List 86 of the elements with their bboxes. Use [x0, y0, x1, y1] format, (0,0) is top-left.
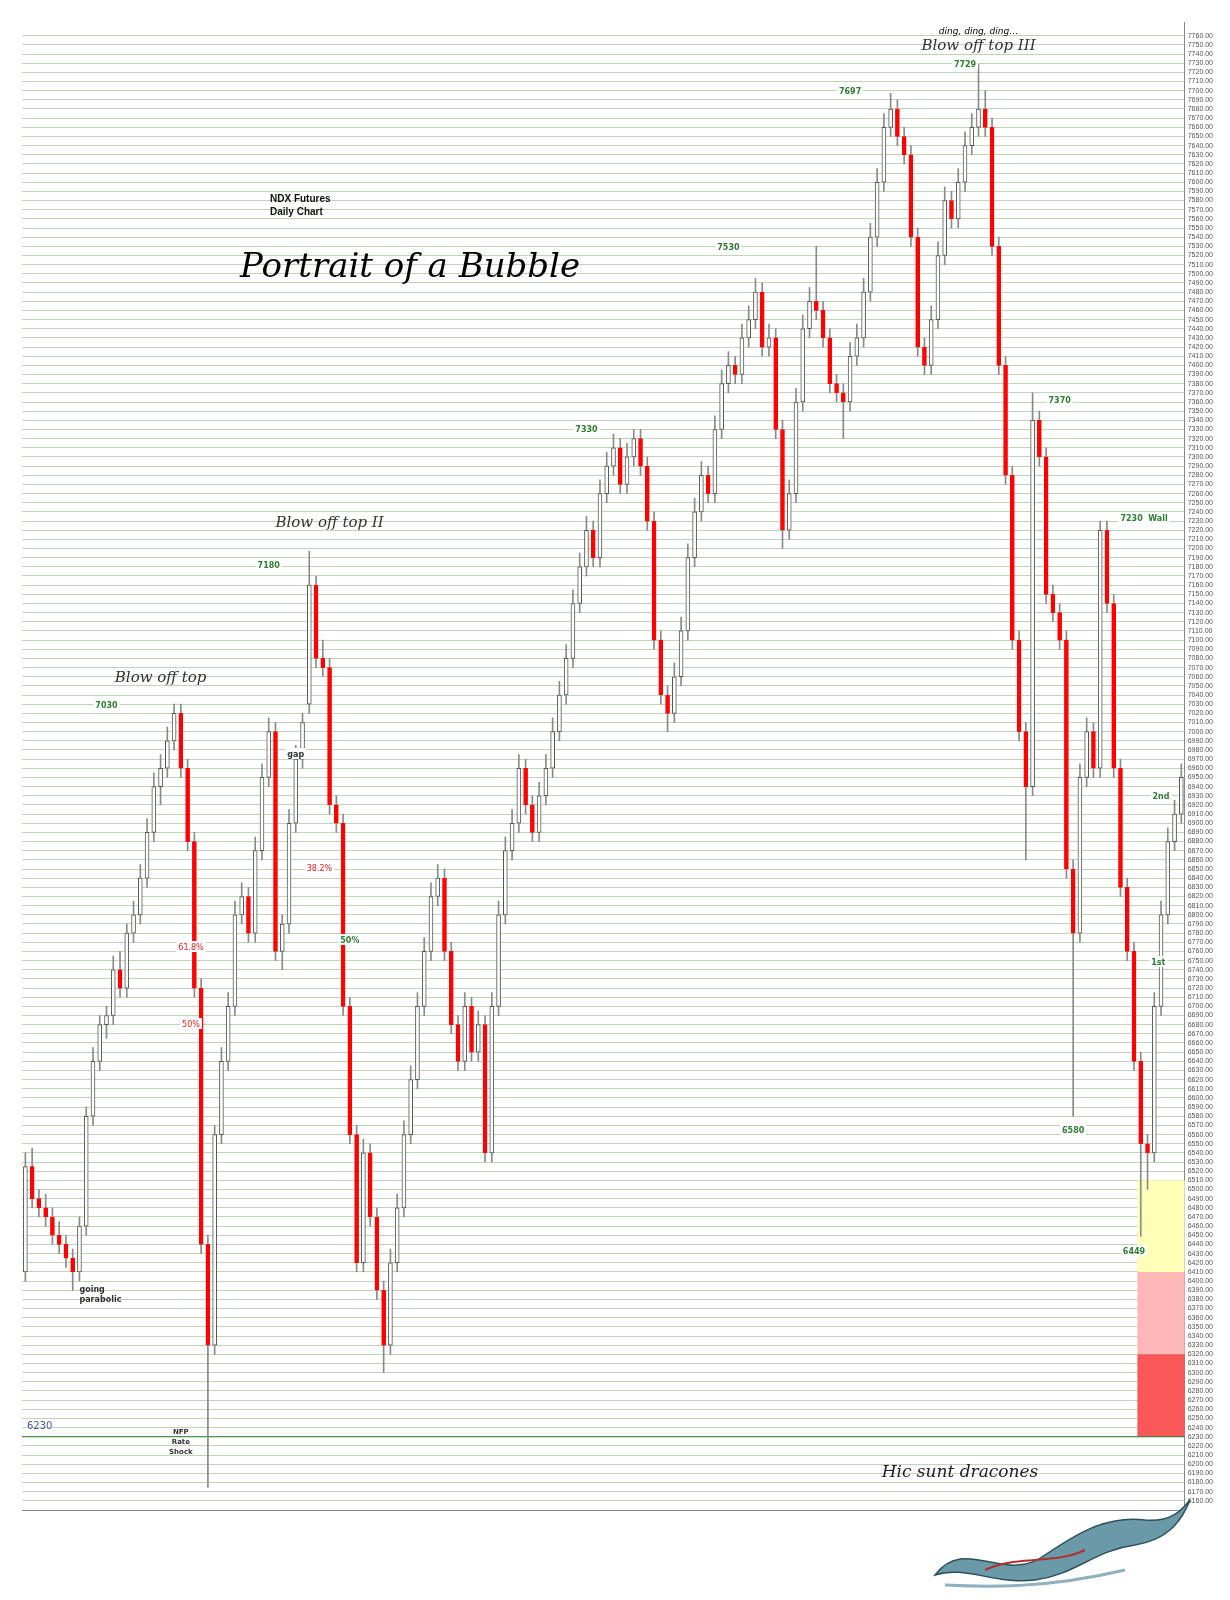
candlestick [692, 497, 697, 568]
candlestick [469, 996, 474, 1062]
annotation: Blow off top [113, 668, 207, 686]
candlestick [327, 658, 332, 815]
candlestick [746, 305, 752, 348]
annotation: 1st [1151, 958, 1166, 967]
annotation: ding, ding, ding… [938, 26, 1019, 36]
candlestick [361, 1138, 366, 1273]
candlestick [1037, 410, 1042, 467]
candlestick [1003, 355, 1008, 485]
candlestick [158, 754, 163, 806]
candlestick [50, 1207, 55, 1245]
annotation: 6580 [1062, 1126, 1085, 1135]
candlestick [165, 726, 170, 778]
candlestick [813, 246, 819, 320]
annotation: 7697 [838, 87, 862, 96]
annotation: 2nd [1152, 792, 1170, 801]
candlestick [415, 992, 420, 1090]
annotation: Blow off top II [274, 513, 385, 531]
candlestick [1145, 1134, 1150, 1190]
candlestick [868, 223, 873, 302]
candlestick [1009, 465, 1015, 650]
candlestick [780, 420, 785, 549]
candlestick [408, 1065, 414, 1145]
candlestick [442, 868, 447, 961]
candlestick [577, 552, 583, 613]
candlestick [1057, 603, 1062, 650]
candlestick [638, 429, 643, 476]
candlestick [753, 278, 758, 330]
annotation: going parabolic [79, 1285, 122, 1304]
candlestick [807, 287, 812, 339]
candlestick [888, 93, 893, 137]
annotation: 50% [340, 936, 360, 945]
candlestick [334, 795, 339, 833]
annotation: 7030 [95, 701, 119, 710]
candlestick [212, 1125, 217, 1355]
candlestick [1172, 800, 1177, 852]
candlestick [23, 1152, 28, 1282]
annotation: 61.8% [178, 943, 205, 952]
candlestick [1030, 392, 1035, 797]
annotation: 7330 [575, 425, 599, 434]
candlestick [557, 680, 562, 742]
annotation: Hic sunt dracones [880, 1461, 1039, 1481]
candlestick [915, 227, 921, 357]
candlestick [719, 369, 724, 439]
annotation: 38.2% [306, 864, 333, 873]
candlestick [665, 685, 670, 732]
candlestick [246, 887, 251, 943]
candlestick [584, 516, 589, 577]
annotation: 50% [182, 1020, 201, 1029]
annotation: 6449 [1122, 1247, 1146, 1256]
annotation: 7230 Wall [1120, 514, 1168, 523]
candlestick [922, 337, 927, 375]
candlestick [840, 383, 846, 439]
candlestick [726, 351, 731, 394]
candlestick [104, 1006, 109, 1039]
ref-line-label: 6230 [27, 1419, 53, 1431]
candlestick [530, 795, 535, 842]
annotation: 7370 [1048, 396, 1072, 405]
candlestick [861, 278, 866, 348]
candlestick [949, 191, 954, 229]
candlestick [550, 717, 555, 778]
annotation: Blow off top III [920, 36, 1037, 54]
annotation: 7729 [953, 60, 977, 69]
annotation: 7530 [717, 243, 740, 252]
candlestick [185, 758, 190, 852]
candlestick [219, 1047, 224, 1145]
text: Portrait of a Bubble [240, 245, 581, 285]
candlestick [1118, 758, 1123, 897]
candlestick [1091, 722, 1096, 778]
candlestick [354, 1125, 359, 1273]
candlestick [699, 461, 704, 522]
text: NDX Futures Daily Chart [270, 192, 332, 218]
candlestick [1084, 717, 1090, 787]
candlestick [273, 722, 278, 961]
candlestick [672, 662, 677, 723]
candlestick [381, 1280, 386, 1373]
candlestick [43, 1193, 48, 1227]
candlestick [834, 374, 839, 403]
candlestick [523, 758, 528, 815]
annotation: 7180 [257, 561, 281, 570]
candlestick [503, 836, 508, 925]
candlestick [895, 99, 900, 146]
candlestick [1064, 630, 1069, 879]
candlestick [496, 900, 501, 1016]
annotation: gap [287, 750, 305, 759]
